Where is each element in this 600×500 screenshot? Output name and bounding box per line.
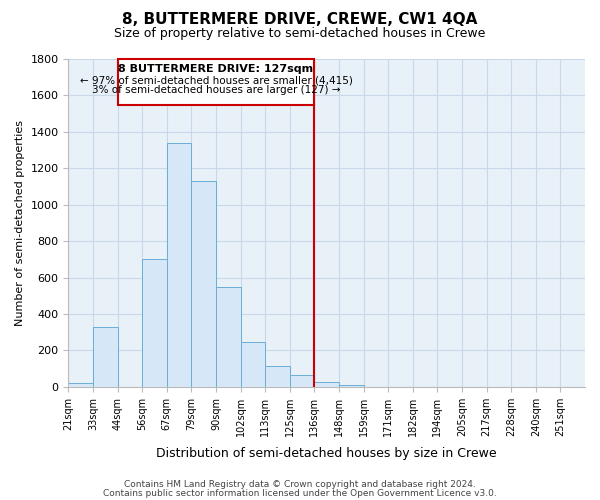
Bar xyxy=(241,342,265,387)
Bar xyxy=(339,385,364,387)
Bar xyxy=(314,382,339,387)
Text: Size of property relative to semi-detached houses in Crewe: Size of property relative to semi-detach… xyxy=(115,28,485,40)
Text: Contains HM Land Registry data © Crown copyright and database right 2024.: Contains HM Land Registry data © Crown c… xyxy=(124,480,476,489)
Bar xyxy=(142,260,167,387)
Bar xyxy=(265,366,290,387)
Text: 8 BUTTERMERE DRIVE: 127sqm: 8 BUTTERMERE DRIVE: 127sqm xyxy=(118,64,314,74)
Bar xyxy=(290,375,314,387)
Text: Contains public sector information licensed under the Open Government Licence v3: Contains public sector information licen… xyxy=(103,488,497,498)
Bar xyxy=(167,143,191,387)
Bar xyxy=(191,181,216,387)
Text: 8, BUTTERMERE DRIVE, CREWE, CW1 4QA: 8, BUTTERMERE DRIVE, CREWE, CW1 4QA xyxy=(122,12,478,28)
Text: ← 97% of semi-detached houses are smaller (4,415): ← 97% of semi-detached houses are smalle… xyxy=(80,76,352,86)
Bar xyxy=(93,326,118,387)
Text: 3% of semi-detached houses are larger (127) →: 3% of semi-detached houses are larger (1… xyxy=(92,86,340,96)
Bar xyxy=(68,383,93,387)
Y-axis label: Number of semi-detached properties: Number of semi-detached properties xyxy=(15,120,25,326)
Bar xyxy=(216,286,241,387)
X-axis label: Distribution of semi-detached houses by size in Crewe: Distribution of semi-detached houses by … xyxy=(157,447,497,460)
FancyBboxPatch shape xyxy=(118,59,314,106)
